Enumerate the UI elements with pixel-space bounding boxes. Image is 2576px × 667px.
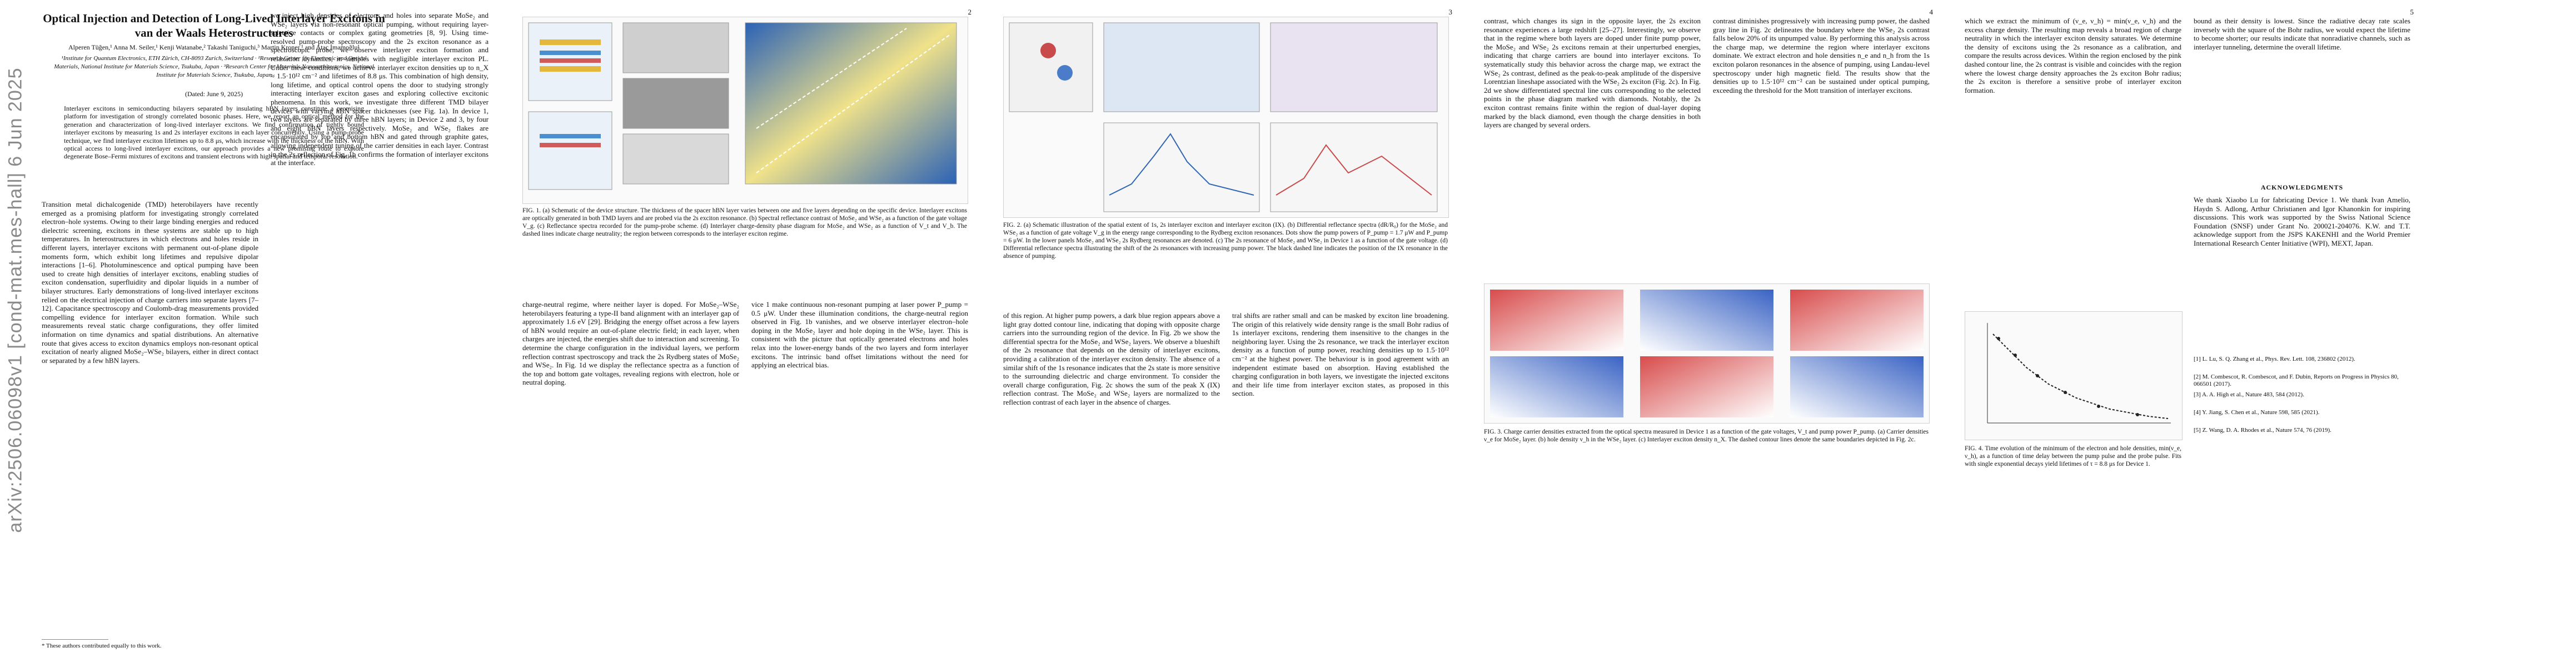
column-right: tral shifts are rather small and can be …: [1232, 311, 1449, 398]
page-1: Optical Injection and Detection of Long-…: [31, 0, 497, 667]
column-left: of this region. At higher pump powers, a…: [1003, 311, 1220, 406]
page-number: 3: [1448, 8, 1453, 16]
page-number: 4: [1929, 8, 1934, 16]
abstract: Interlayer excitons in semiconducting bi…: [64, 104, 364, 161]
page-2: 2 FIG. 1. (a) Schem: [511, 0, 978, 667]
figure-3: [1484, 283, 1930, 424]
figure-1-graphic: [528, 22, 957, 190]
page-number: 5: [2410, 8, 2414, 16]
column-right: vice 1 make continuous non-resonant pump…: [751, 300, 968, 370]
column-left: charge-neutral regime, where neither lay…: [522, 300, 739, 387]
page-number: 2: [968, 8, 972, 16]
figure-4-caption: FIG. 4. Time evolution of the minimum of…: [1965, 445, 2181, 467]
column-left: which we extract the minimum of (ν_e, ν_…: [1965, 17, 2181, 94]
acknowledgments-heading: ACKNOWLEDGMENTS: [2260, 183, 2344, 191]
figure-1: [522, 17, 968, 204]
page-5: 5 which we extract the minimum of (ν_e, …: [1954, 0, 2420, 667]
column-left: contrast, which changes its sign in the …: [1484, 17, 1701, 130]
authors: Alperen Tüğen,¹ Anna M. Seiler,¹ Kenji W…: [68, 43, 360, 51]
reference-3: [3] A. A. High et al., Nature 483, 584 (…: [2194, 391, 2304, 398]
reference-1: [1] L. Lu, S. Q. Zhang et al., Phys. Rev…: [2194, 356, 2355, 362]
figure-2-graphic: [1009, 22, 1438, 212]
figure-1-caption: FIG. 1. (a) Schematic of the device stru…: [522, 207, 967, 237]
acknowledgments: We thank Xiaobo Lu for fabricating Devic…: [2194, 196, 2410, 247]
page-4: 4 contrast, which changes its sign in th…: [1473, 0, 1940, 667]
date: (Dated: June 9, 2025): [185, 90, 243, 98]
figure-2: [1003, 17, 1449, 218]
column-right: contrast diminishes progressively with i…: [1713, 17, 1930, 94]
reference-2: [2] M. Combescot, R. Combescot, and F. D…: [2194, 374, 2399, 387]
column-left: Transition metal dichalcogenide (TMD) he…: [42, 200, 258, 365]
figure-2-caption: FIG. 2. (a) Schematic illustration of th…: [1003, 222, 1448, 260]
paper-title: Optical Injection and Detection of Long-…: [43, 12, 385, 39]
arxiv-stamp: arXiv:2506.06098v1 [cond-mat.mes-hall] 6…: [4, 67, 26, 533]
column-right: bound as their density is lowest. Since …: [2194, 17, 2410, 51]
footnote: * These authors contributed equally to t…: [42, 643, 162, 649]
page-3: 3 FIG. 2. (a) Schematic illustration of …: [992, 0, 1459, 667]
figure-3-graphic: [1490, 290, 1924, 417]
figure-3-caption: FIG. 3. Charge carrier densities extract…: [1484, 429, 1929, 443]
column-right: we inject high densities of electrons an…: [271, 11, 489, 167]
affiliations: ¹Institute for Quantum Electronics, ETH …: [54, 55, 374, 78]
footnote-rule: [42, 639, 108, 640]
reference-4: [4] Y. Jiang, S. Chen et al., Nature 598…: [2194, 409, 2320, 416]
figure-4-graphic: [1987, 323, 2171, 424]
reference-5: [5] Z. Wang, D. A. Rhodes et al., Nature…: [2194, 427, 2331, 434]
figure-4: [1965, 311, 2183, 440]
